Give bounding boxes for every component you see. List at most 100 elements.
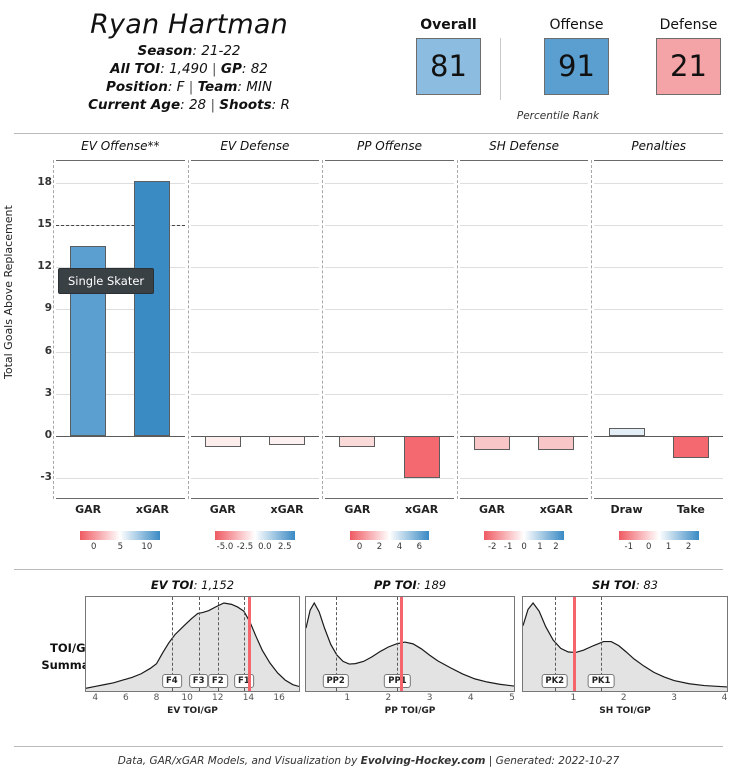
gridline (325, 225, 454, 227)
gar-panel-penalties: Penalties Draw Take -1 0 1 2 (594, 139, 723, 552)
gar-bar[interactable] (403, 435, 440, 478)
section-divider (14, 569, 723, 570)
density-x-axis: 1 2 3 4 SH TOI/GP (522, 693, 728, 719)
footer-text-post: | Generated: 2022-10-27 (485, 755, 620, 767)
gridline (459, 393, 589, 395)
toi-panel-label: SH TOI (592, 578, 636, 592)
marker-line-f4 (171, 597, 173, 691)
density-x-tick: 4 (721, 693, 728, 703)
team-value: MIN (246, 79, 272, 95)
legend-tick: -2 (487, 542, 497, 552)
density-plot-area: F4 F3 F2 F1 (85, 596, 300, 692)
age-label: Current Age (88, 97, 181, 113)
legend-tick: 0 (90, 542, 97, 552)
gar-category-label: GAR (209, 503, 236, 516)
gar-category-label: xGAR (270, 503, 304, 516)
player-value-line (572, 597, 576, 691)
gar-category-label: GAR (478, 503, 505, 516)
all-toi-label: All TOI (110, 61, 161, 77)
gridline (459, 477, 589, 479)
color-scale-legend: 0 5 10 (80, 531, 161, 556)
marker-tag-f3: F3 (188, 674, 209, 688)
gar-bar[interactable] (538, 435, 575, 450)
gridline (594, 267, 723, 269)
season-label: Season (137, 43, 193, 59)
gar-bar[interactable] (672, 435, 709, 458)
percentile-value-overall[interactable]: 81 (416, 38, 481, 95)
legend-tick-row: -1 0 1 2 (619, 542, 699, 556)
gp-value: 82 (250, 61, 268, 77)
legend-tick-row: 0 2 4 6 (350, 542, 430, 556)
y-axis-ticks: 18 15 12 9 6 3 0 -3 (26, 139, 52, 499)
color-scale-legend: -1 0 1 2 (618, 531, 699, 556)
footer-brand-link[interactable]: Evolving-Hockey.com (360, 755, 486, 767)
panel-separator (456, 160, 458, 499)
y-axis-tick: 18 (37, 176, 52, 189)
percentile-rank-block: Percentile Rank Overall 81 Offense 91 Defens… (378, 0, 737, 133)
legend-tick: 2 (685, 542, 692, 552)
gar-bar[interactable] (339, 435, 376, 447)
zero-line (459, 435, 589, 437)
legend-tick-row: -5.0 -2.5 0.0 2.5 (215, 542, 295, 556)
pipe-2: | (188, 79, 194, 95)
toi-panel-label: EV TOI (150, 578, 194, 592)
gridline (594, 183, 723, 185)
legend-tick: 0 (521, 542, 527, 552)
percentile-group-defense: Defense 21 (640, 16, 737, 95)
percentile-value-defense[interactable]: 21 (656, 38, 721, 95)
pipe-1: | (212, 61, 217, 77)
marker-tag-f1: F1 (233, 674, 254, 688)
gar-panel-title: EV Defense (220, 139, 290, 153)
legend-gradient-bar (215, 531, 295, 540)
marker-line-f3 (198, 597, 200, 691)
marker-tag-f2: F2 (207, 674, 228, 688)
gar-panels: EV Offense** GAR xGAR 0 5 10 EV Defense GAR xGAR… (53, 139, 729, 552)
toi-panel-title: EV TOI: 1,152 (150, 578, 235, 592)
gridline (594, 309, 723, 311)
gar-panel-title: Penalties (631, 139, 686, 153)
y-axis-tick: 0 (44, 428, 52, 441)
gar-category-label: GAR (344, 503, 371, 516)
density-x-tick: 8 (153, 693, 160, 703)
gridline (594, 393, 723, 395)
toi-panel-value: 83 (643, 578, 658, 592)
gar-plot-area (459, 160, 589, 499)
legend-tick: 6 (416, 542, 423, 552)
gridline (56, 351, 185, 353)
legend-tick: 10 (141, 542, 153, 552)
player-toi-line: All TOI: 1,490 | GP: 82 (110, 61, 268, 77)
legend-gradient-bar (484, 531, 564, 540)
density-x-tick: 6 (122, 693, 129, 703)
gar-bar[interactable] (473, 435, 510, 450)
legend-tick: -5.0 (216, 542, 234, 552)
reference-line (56, 225, 185, 227)
gridline (56, 393, 185, 395)
legend-tick: 2.5 (278, 542, 292, 552)
gridline (190, 225, 320, 227)
shoots-label: Shoots (219, 97, 272, 113)
density-plot-area: PP2 PP1 (305, 596, 515, 692)
gar-bar[interactable] (204, 435, 241, 447)
team-label: Team (197, 79, 238, 95)
y-axis-label: Total Goals Above Replacement (2, 205, 15, 379)
all-toi-value: 1,490 (169, 61, 208, 77)
gridline (190, 183, 320, 185)
gridline (56, 183, 185, 185)
gar-category-label: GAR (75, 503, 102, 516)
percentile-rank-caption: Percentile Rank (516, 110, 600, 122)
percentile-value-offense[interactable]: 91 (544, 38, 609, 95)
legend-tick: -1 (503, 542, 513, 552)
gar-bar[interactable] (269, 435, 306, 446)
gar-bar[interactable] (608, 427, 645, 436)
gar-plot-area (56, 160, 185, 499)
legend-tick: 0.0 (258, 542, 272, 552)
gar-bar[interactable] (134, 180, 171, 436)
density-curve (86, 597, 299, 691)
marker-tag-pp2: PP2 (322, 674, 349, 688)
density-x-label: SH TOI/GP (599, 706, 651, 716)
toi-panel-title: PP TOI: 189 (373, 578, 447, 592)
panel-separator (187, 160, 189, 499)
legend-gradient-bar (80, 531, 161, 540)
legend-tick: 0 (645, 542, 652, 552)
gridline (459, 225, 589, 227)
